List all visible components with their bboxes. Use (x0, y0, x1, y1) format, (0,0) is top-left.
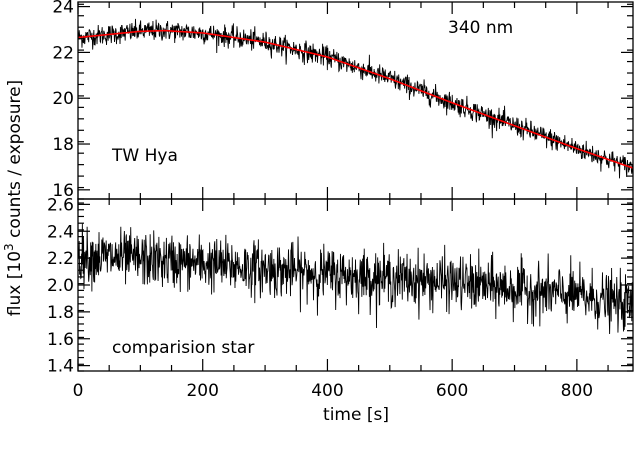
y-axis-label: flux [103 counts / exposure] (2, 80, 25, 316)
x-tick-label: 800 (561, 381, 593, 401)
bottom-y-tick-label: 1.4 (47, 357, 74, 377)
top-y-tick-label: 22 (52, 43, 74, 63)
bottom-data-series (77, 223, 634, 334)
top-y-tick-label: 18 (52, 135, 74, 155)
bottom-panel-x-ticks: 0 200 400 600 800 (73, 199, 609, 401)
top-panel: 16 18 20 22 24 340 nm TW Hya (52, 0, 634, 201)
bottom-panel: 1.4 1.6 1.8 2.0 2.2 2.4 2.6 0 200 400 600 800 comp… (47, 195, 634, 401)
y-axis-label-sup: 3 (2, 243, 16, 251)
top-panel-x-ticks (77, 2, 609, 199)
comparison-annotation: comparision star (112, 338, 254, 358)
wavelength-annotation: 340 nm (448, 18, 513, 38)
x-tick-label: 0 (73, 381, 84, 401)
y-axis-label-prefix: flux [10 (5, 251, 25, 316)
top-panel-series (77, 18, 634, 179)
bottom-y-tick-label: 2.2 (47, 249, 74, 269)
x-axis-label: time [s] (323, 405, 389, 425)
top-y-tick-label: 24 (52, 0, 74, 18)
bottom-y-tick-label: 2.6 (47, 195, 74, 215)
top-fit-line (77, 29, 634, 169)
bottom-y-tick-label: 2.0 (47, 276, 74, 296)
top-y-tick-label: 16 (52, 181, 74, 201)
bottom-y-tick-label: 2.4 (47, 222, 74, 242)
bottom-y-tick-label: 1.6 (47, 330, 74, 350)
bottom-panel-series (77, 223, 634, 334)
top-y-tick-label: 20 (52, 89, 74, 109)
x-tick-label: 200 (186, 381, 218, 401)
x-tick-label: 400 (311, 381, 343, 401)
bottom-y-tick-label: 1.8 (47, 303, 74, 323)
y-axis-label-suffix: counts / exposure] (5, 80, 25, 244)
x-tick-label: 600 (436, 381, 468, 401)
object-annotation: TW Hya (111, 146, 178, 166)
bottom-panel-y-ticks: 1.4 1.6 1.8 2.0 2.2 2.4 2.6 (47, 195, 633, 377)
